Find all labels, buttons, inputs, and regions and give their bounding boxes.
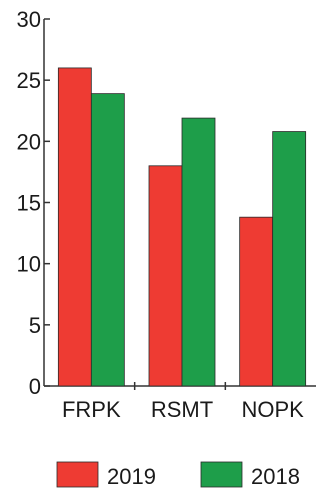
bar-rsmt-2019 — [148, 165, 183, 387]
y-tick-label-0: 0 — [29, 374, 41, 399]
y-tick-label-20: 20 — [17, 129, 41, 154]
y-tick-label-25: 25 — [17, 68, 41, 93]
x-category-label-nopk: NOPK — [241, 397, 304, 422]
y-tick-label-15: 15 — [17, 191, 41, 216]
bar-frpk-2018 — [90, 93, 125, 387]
y-tick-label-30: 30 — [17, 7, 41, 32]
x-axis: FRPK RSMT NOPK — [44, 382, 316, 422]
legend: 2019 2018 — [56, 461, 300, 489]
bar-nopk-2018 — [272, 131, 307, 387]
bar-frpk-2019 — [57, 67, 92, 387]
x-category-label-rsmt: RSMT — [151, 397, 213, 422]
legend-swatch-2019 — [56, 461, 99, 488]
bar-nopk-2019 — [239, 216, 274, 387]
y-tick-label-10: 10 — [17, 252, 41, 277]
y-tick-label-5: 5 — [29, 313, 41, 338]
y-axis: 0 5 10 15 20 25 30 — [17, 7, 50, 399]
legend-label-2018: 2018 — [251, 464, 300, 489]
bar-rsmt-2018 — [181, 117, 216, 387]
legend-label-2019: 2019 — [107, 464, 156, 489]
bars — [57, 67, 307, 387]
legend-swatch-2018 — [200, 461, 243, 488]
x-category-label-frpk: FRPK — [62, 397, 121, 422]
